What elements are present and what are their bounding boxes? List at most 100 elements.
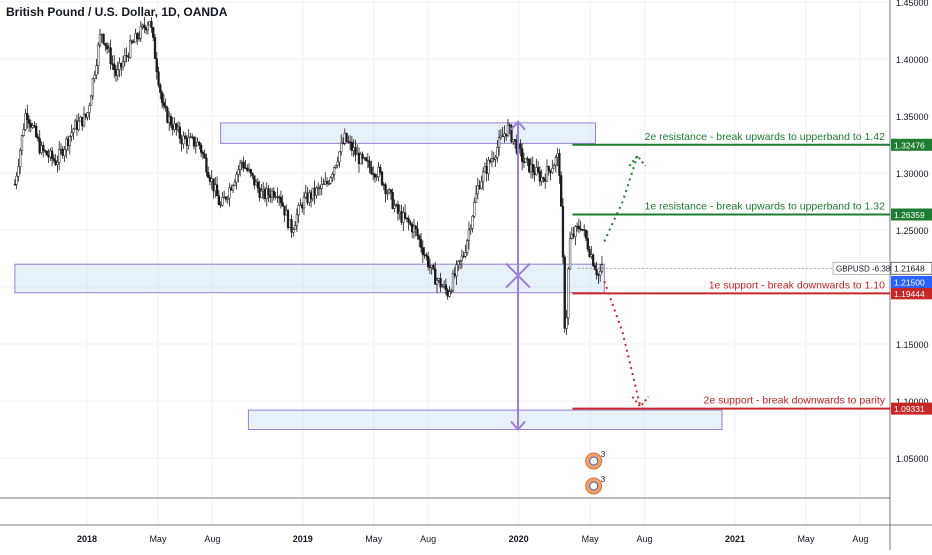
candle-body bbox=[237, 169, 240, 175]
x-tick-label: May bbox=[365, 534, 383, 544]
x-tick-label: May bbox=[797, 534, 815, 544]
candle-body bbox=[460, 255, 463, 261]
event-count: 3 bbox=[601, 450, 606, 459]
candle-body bbox=[418, 235, 421, 240]
candle-body bbox=[215, 184, 219, 197]
candle-body bbox=[152, 27, 155, 38]
candle-body bbox=[370, 167, 373, 174]
candle-body bbox=[256, 181, 260, 189]
candle-body bbox=[396, 204, 400, 214]
candle-body bbox=[192, 136, 196, 147]
price-zone-box bbox=[220, 122, 596, 144]
candle-body bbox=[467, 229, 471, 241]
candle-body bbox=[22, 129, 25, 136]
candle-body bbox=[253, 175, 256, 186]
candle-body bbox=[391, 192, 394, 209]
candle-body bbox=[24, 113, 27, 130]
candle-body bbox=[560, 175, 563, 207]
candle-body bbox=[494, 157, 497, 160]
candle-body bbox=[217, 195, 220, 205]
zone-price-badge bbox=[891, 275, 932, 288]
candle-body bbox=[332, 167, 336, 175]
candle-body bbox=[102, 33, 105, 44]
candle-body bbox=[169, 116, 173, 126]
candle-body bbox=[567, 268, 570, 319]
candle-body bbox=[540, 177, 543, 182]
candle-body bbox=[487, 159, 490, 174]
level-label: 2e support - break downwards to parity bbox=[703, 395, 885, 407]
candle-body bbox=[338, 151, 341, 163]
candle-body bbox=[123, 55, 126, 62]
candle-body bbox=[315, 187, 318, 196]
candle-body bbox=[249, 169, 252, 174]
candle-body bbox=[414, 225, 417, 230]
candle-body bbox=[137, 38, 141, 40]
candle-body bbox=[116, 69, 119, 76]
candle-body bbox=[95, 65, 98, 76]
x-tick-label: May bbox=[149, 534, 167, 544]
projection-arrowhead bbox=[631, 396, 650, 409]
candle-body bbox=[419, 239, 423, 248]
candle-body bbox=[164, 105, 167, 109]
x-tick-label: Aug bbox=[852, 534, 868, 544]
candle-body bbox=[15, 175, 18, 185]
candle-body bbox=[58, 149, 61, 163]
candle-body bbox=[297, 205, 300, 216]
candle-body bbox=[86, 112, 89, 118]
candle-body bbox=[490, 158, 494, 162]
candle-body bbox=[50, 150, 54, 159]
candle-body bbox=[354, 147, 357, 156]
candle-body bbox=[82, 113, 86, 127]
candle-body bbox=[77, 120, 80, 130]
candle-body bbox=[334, 165, 338, 168]
candle-body bbox=[175, 123, 178, 130]
x-tick-label: 2019 bbox=[293, 534, 313, 544]
candle-body bbox=[233, 181, 236, 186]
candle-body bbox=[27, 119, 31, 124]
candle-body bbox=[198, 142, 201, 146]
price-zone-box bbox=[14, 263, 605, 294]
y-tick-label: 1.35000 bbox=[896, 112, 929, 122]
candle-body bbox=[577, 225, 581, 230]
candle-body bbox=[513, 139, 517, 141]
candle-body bbox=[471, 216, 474, 229]
candle-body bbox=[155, 58, 158, 73]
candle-body bbox=[194, 145, 197, 147]
x-tick-label: May bbox=[582, 534, 600, 544]
candle-body bbox=[272, 190, 275, 198]
candle-body bbox=[455, 264, 458, 277]
y-tick-label: 1.10000 bbox=[896, 397, 929, 407]
candle-body bbox=[251, 172, 254, 176]
level-price-badge bbox=[891, 138, 932, 151]
candle-body bbox=[426, 256, 430, 268]
event-flag-icon bbox=[589, 456, 599, 466]
candle-body bbox=[246, 167, 249, 171]
candle-body bbox=[584, 229, 588, 239]
candle-body bbox=[290, 219, 293, 233]
candle-body bbox=[70, 132, 73, 137]
candle-body bbox=[538, 171, 542, 182]
candle-body bbox=[373, 173, 377, 178]
candle-body bbox=[105, 45, 109, 50]
candle-body bbox=[599, 270, 602, 276]
candle-body bbox=[302, 196, 306, 209]
candle-body bbox=[464, 252, 467, 257]
candle-body bbox=[183, 135, 187, 139]
candle-body bbox=[129, 40, 132, 58]
candle-body bbox=[473, 201, 476, 217]
candle-body bbox=[510, 125, 513, 143]
candle-body bbox=[226, 197, 229, 200]
candle-body bbox=[547, 166, 550, 171]
candle-body bbox=[143, 24, 146, 29]
y-tick-label: 1.05000 bbox=[896, 454, 929, 464]
candle-body bbox=[481, 171, 485, 183]
candle-body bbox=[565, 317, 568, 329]
candle-body bbox=[260, 190, 263, 198]
candle-body bbox=[531, 164, 534, 173]
candle-body bbox=[441, 286, 444, 288]
candle-body bbox=[380, 171, 384, 185]
candle-body bbox=[552, 164, 556, 169]
candle-body bbox=[474, 193, 478, 203]
